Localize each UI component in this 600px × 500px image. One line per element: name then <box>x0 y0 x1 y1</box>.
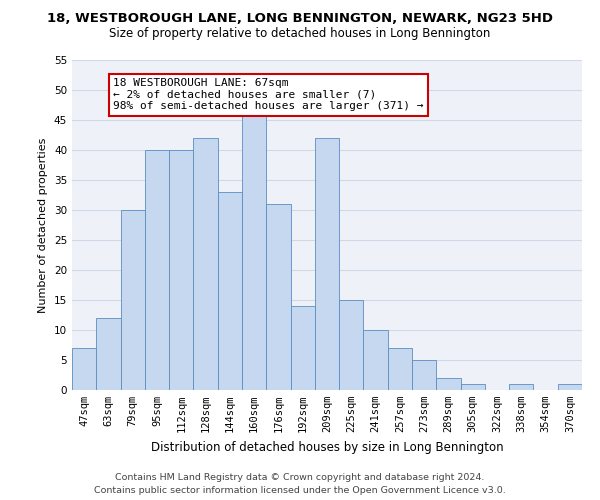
Bar <box>558 384 582 390</box>
Bar <box>412 360 436 390</box>
X-axis label: Distribution of detached houses by size in Long Bennington: Distribution of detached houses by size … <box>151 440 503 454</box>
Bar <box>193 138 218 390</box>
Text: Size of property relative to detached houses in Long Bennington: Size of property relative to detached ho… <box>109 28 491 40</box>
Text: 18 WESTBOROUGH LANE: 67sqm
← 2% of detached houses are smaller (7)
98% of semi-d: 18 WESTBOROUGH LANE: 67sqm ← 2% of detac… <box>113 78 424 111</box>
Bar <box>96 318 121 390</box>
Bar <box>266 204 290 390</box>
Bar <box>388 348 412 390</box>
Bar <box>315 138 339 390</box>
Bar <box>72 348 96 390</box>
Bar <box>290 306 315 390</box>
Bar <box>339 300 364 390</box>
Bar <box>121 210 145 390</box>
Y-axis label: Number of detached properties: Number of detached properties <box>38 138 49 312</box>
Bar <box>509 384 533 390</box>
Bar <box>169 150 193 390</box>
Bar <box>461 384 485 390</box>
Bar <box>218 192 242 390</box>
Bar <box>242 114 266 390</box>
Text: Contains HM Land Registry data © Crown copyright and database right 2024.
Contai: Contains HM Land Registry data © Crown c… <box>94 474 506 495</box>
Text: 18, WESTBOROUGH LANE, LONG BENNINGTON, NEWARK, NG23 5HD: 18, WESTBOROUGH LANE, LONG BENNINGTON, N… <box>47 12 553 26</box>
Bar <box>436 378 461 390</box>
Bar <box>364 330 388 390</box>
Bar <box>145 150 169 390</box>
